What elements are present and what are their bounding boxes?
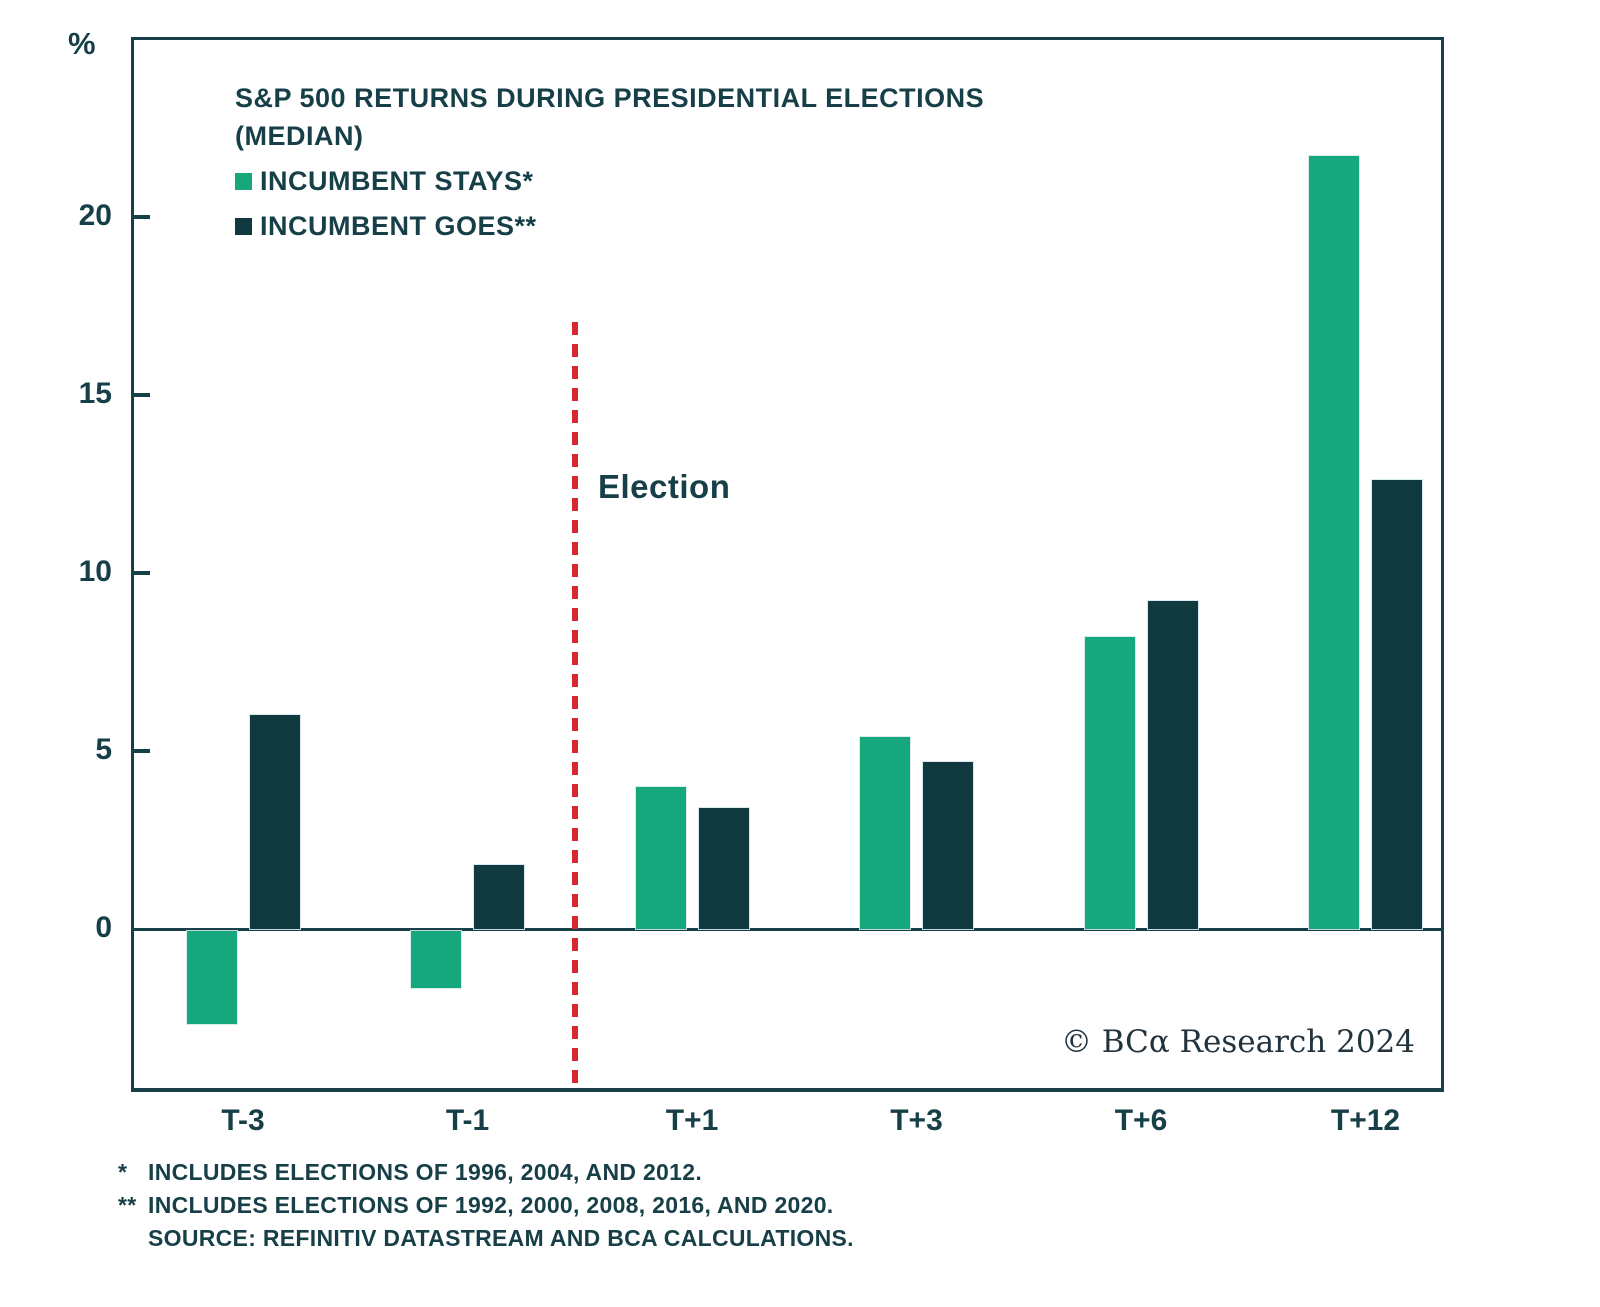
y-axis-tick-5: [134, 749, 150, 753]
legend-label-incumbent-stays: INCUMBENT STAYS*: [260, 166, 534, 196]
footnote-2-marker: **: [118, 1192, 137, 1218]
footnote-1: * INCLUDES ELECTIONS OF 1996, 2004, AND …: [118, 1156, 854, 1189]
bar-goes-T+1: [698, 807, 749, 929]
y-axis-label-15: 15: [78, 377, 112, 410]
bar-goes-T-3: [249, 715, 300, 929]
x-axis-label-T+12: T+12: [1330, 1104, 1401, 1137]
footnotes: * INCLUDES ELECTIONS OF 1996, 2004, AND …: [118, 1156, 854, 1255]
bar-stays-T-3: [186, 931, 237, 1024]
bar-stays-T-1: [411, 931, 461, 988]
legend-item-incumbent-goes: INCUMBENT GOES**: [235, 211, 537, 242]
y-axis-tick-10: [134, 571, 150, 575]
legend-item-incumbent-stays: INCUMBENT STAYS*: [235, 166, 537, 197]
bar-goes-T-1: [474, 864, 524, 929]
bar-stays-T+3: [860, 736, 910, 929]
bar-stays-T+1: [635, 786, 686, 929]
y-axis-tick-15: [134, 393, 150, 397]
bar-stays-T+6: [1084, 637, 1135, 929]
footnote-1-marker: *: [118, 1159, 128, 1185]
footnote-2: ** INCLUDES ELECTIONS OF 1992, 2000, 200…: [118, 1189, 854, 1222]
y-axis-label-10: 10: [78, 555, 112, 588]
x-axis-label-T-1: T-1: [445, 1104, 490, 1137]
y-axis-tick-20: [134, 215, 150, 219]
legend-label-incumbent-goes: INCUMBENT GOES**: [260, 211, 537, 241]
footnote-source-marker: [118, 1222, 148, 1255]
bar-goes-T+3: [923, 761, 973, 929]
y-axis-label-0: 0: [95, 911, 112, 944]
plot-area: S&P 500 RETURNS DURING PRESIDENTIAL ELEC…: [131, 37, 1444, 1092]
chart-title: S&P 500 RETURNS DURING PRESIDENTIAL ELEC…: [235, 80, 984, 156]
y-axis-label-20: 20: [78, 199, 112, 232]
copyright-watermark: © BCα Research 2024: [1060, 1024, 1415, 1060]
legend-swatch-green: [235, 173, 252, 190]
y-axis-label-5: 5: [95, 733, 112, 766]
zero-baseline: [134, 928, 1441, 931]
election-annotation-label: Election: [598, 468, 731, 505]
x-axis-label-T+6: T+6: [1114, 1104, 1168, 1137]
y-axis-unit-label: %: [68, 26, 96, 61]
bar-goes-T+12: [1372, 480, 1422, 929]
legend: INCUMBENT STAYS* INCUMBENT GOES**: [235, 166, 537, 242]
footnote-source: SOURCE: REFINITIV DATASTREAM AND BCA CAL…: [118, 1222, 854, 1255]
plot-inner: S&P 500 RETURNS DURING PRESIDENTIAL ELEC…: [134, 40, 1441, 1088]
footnote-source-text: SOURCE: REFINITIV DATASTREAM AND BCA CAL…: [148, 1225, 854, 1251]
bar-stays-T+12: [1309, 156, 1359, 929]
footnote-2-text: INCLUDES ELECTIONS OF 1992, 2000, 2008, …: [148, 1192, 834, 1218]
x-axis-label-T+3: T+3: [890, 1104, 943, 1137]
footnote-1-text: INCLUDES ELECTIONS OF 1996, 2004, AND 20…: [148, 1159, 703, 1185]
chart-title-line1: S&P 500 RETURNS DURING PRESIDENTIAL ELEC…: [235, 83, 985, 113]
chart-title-line2: (MEDIAN): [235, 120, 364, 151]
legend-swatch-dark: [235, 218, 252, 235]
x-axis-label-T+1: T+1: [665, 1104, 719, 1137]
election-dashed-line: [572, 322, 578, 1084]
x-axis-label-T-3: T-3: [221, 1104, 265, 1137]
bar-goes-T+6: [1147, 601, 1198, 929]
